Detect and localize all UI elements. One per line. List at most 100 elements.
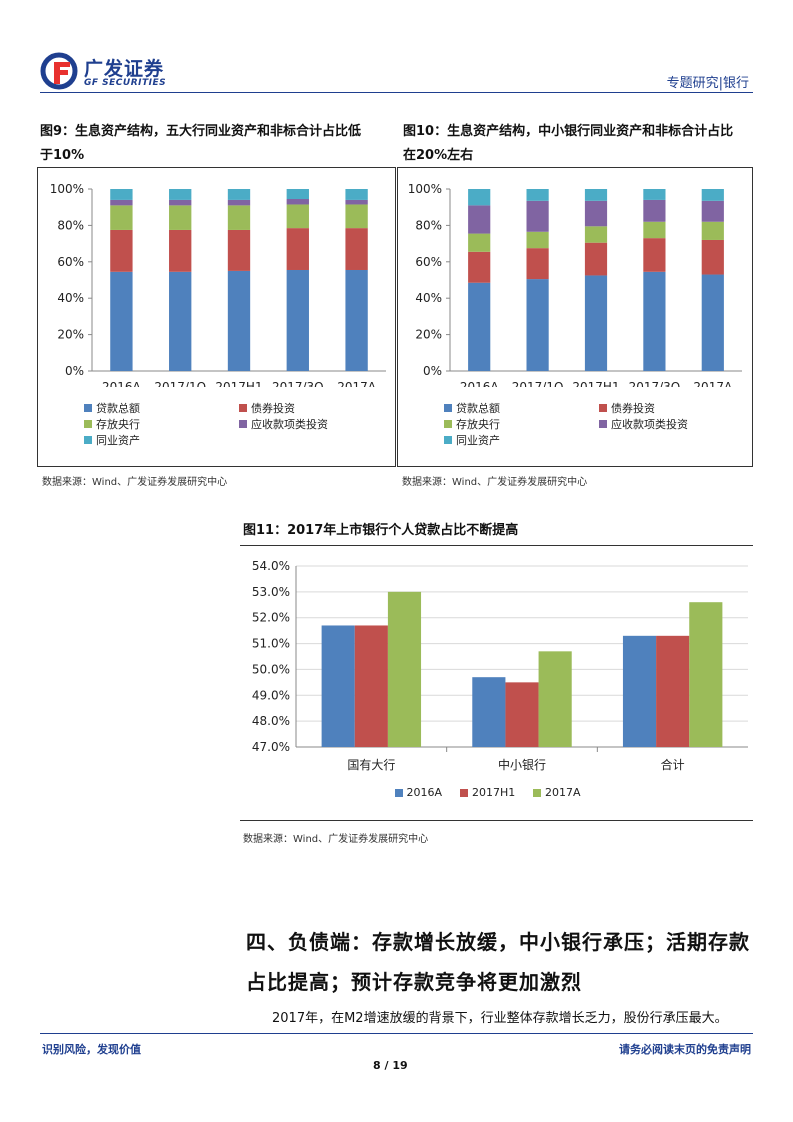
- stacked-bar-segment: [584, 226, 608, 243]
- legend-label: 应收款项类投资: [251, 418, 328, 431]
- legend-item: 同业资产: [84, 432, 140, 448]
- legend-label: 贷款总额: [96, 402, 140, 415]
- legend-swatch: [599, 420, 607, 428]
- x-tick-label: 2016A: [102, 380, 142, 387]
- stacked-bar-segment: [286, 228, 309, 270]
- x-tick-label: 2017H1: [215, 380, 262, 387]
- legend-item: 2016A: [394, 786, 443, 799]
- legend-item: 应收款项类投资: [599, 416, 688, 432]
- fig9-title-line2: 于10%: [40, 148, 85, 163]
- stacked-bar-segment: [526, 279, 549, 371]
- stacked-bar-segment: [169, 189, 192, 200]
- bar: [622, 635, 657, 747]
- stacked-bar-segment: [227, 270, 251, 371]
- logo-en: GF SECURITIES: [84, 78, 167, 88]
- legend-swatch: [84, 420, 92, 428]
- legend-swatch: [84, 436, 92, 444]
- x-tick-label: 2017/1Q: [512, 380, 564, 387]
- stacked-bar-segment: [286, 199, 309, 205]
- legend-item: 存放央行: [84, 416, 140, 432]
- bar: [472, 677, 506, 747]
- legend-swatch: [533, 788, 541, 797]
- stacked-bar-segment: [227, 229, 251, 271]
- header-divider: [40, 92, 753, 93]
- stacked-bar-segment: [345, 199, 368, 205]
- stacked-bar-segment: [468, 189, 491, 206]
- stacked-bar-segment: [110, 271, 133, 371]
- stacked-bar-segment: [584, 189, 608, 201]
- fig10-title-line2: 在20%左右: [403, 148, 474, 163]
- fig10-title: 图10：生息资产结构，中小银行同业资产和非标合计占比 在20%左右: [403, 120, 755, 168]
- legend-swatch: [394, 788, 403, 797]
- stacked-bar-segment: [169, 205, 192, 230]
- stacked-bar-segment: [286, 204, 309, 229]
- section-heading-line1: 四、负债端：存款增长放缓，中小银行承压；活期存款: [246, 930, 750, 954]
- fig11-bottom-rule: [240, 820, 753, 821]
- company-logo: 广发证券 GF SECURITIES: [40, 52, 180, 92]
- stacked-bar-segment: [468, 251, 491, 283]
- legend-swatch: [444, 420, 452, 428]
- fig11-chart: 47.0% 48.0% 49.0% 50.0% 51.0% 52.0% 53.0% 54.0%…: [252, 559, 748, 772]
- y-tick-label: 49.0%: [252, 688, 290, 702]
- fig9-source: 数据来源：Wind、广发证券发展研究中心: [42, 477, 228, 488]
- stacked-bar-segment: [227, 199, 251, 206]
- stacked-bar-segment: [345, 228, 368, 270]
- y-tick-label: 60%: [57, 255, 84, 269]
- legend-swatch: [599, 404, 607, 412]
- legend-label: 存放央行: [96, 418, 140, 431]
- bar: [656, 635, 690, 747]
- legend-item: 存放央行: [444, 416, 500, 432]
- stacked-bar-segment: [584, 275, 608, 371]
- stacked-bar-segment: [526, 231, 549, 249]
- bar: [505, 682, 539, 747]
- footer-divider: [40, 1033, 753, 1034]
- y-tick-label: 50.0%: [252, 662, 290, 676]
- stacked-bar-segment: [110, 205, 133, 230]
- fig11-legend: 2016A 2017H1 2017A: [240, 786, 753, 804]
- x-tick-label: 2017A: [337, 380, 377, 387]
- stacked-bar-segment: [584, 200, 608, 227]
- stacked-bar-segment: [345, 189, 368, 200]
- fig9-frame: [37, 167, 396, 467]
- y-tick-label: 80%: [57, 218, 84, 232]
- legend-label: 存放央行: [456, 418, 500, 431]
- y-tick-label: 48.0%: [252, 714, 290, 728]
- section-heading: 四、负债端：存款增长放缓，中小银行承压；活期存款 占比提高；预计存款竞争将更加激…: [246, 922, 753, 1002]
- footer-slogan: 识别风险，发现价值: [42, 1043, 141, 1056]
- legend-label: 2017H1: [472, 786, 516, 799]
- x-tick-label: 2017/1Q: [154, 380, 206, 387]
- stacked-bar-segment: [169, 271, 192, 371]
- stacked-bar-segment: [701, 221, 724, 240]
- y-tick-label: 100%: [408, 182, 442, 196]
- stacked-bar-segment: [227, 205, 251, 230]
- y-tick-label: 0%: [423, 364, 442, 378]
- legend-swatch: [444, 436, 452, 444]
- legend-swatch: [239, 404, 247, 412]
- fig10-legend: 贷款总额 债券投资 存放央行 应收款项类投资 同业资产: [400, 400, 750, 452]
- stacked-bar-segment: [701, 189, 724, 201]
- logo-name: 广发证券: [84, 58, 165, 80]
- bar: [538, 651, 572, 747]
- x-tick-label: 2017/3Q: [272, 380, 324, 387]
- y-tick-label: 100%: [50, 182, 84, 196]
- y-tick-label: 20%: [57, 328, 84, 342]
- legend-label: 2016A: [406, 786, 443, 799]
- x-tick-label: 2017A: [693, 380, 733, 387]
- stacked-bar-segment: [643, 221, 666, 239]
- stacked-bar-segment: [227, 189, 251, 200]
- stacked-bar-segment: [643, 189, 666, 200]
- stacked-bar-segment: [701, 239, 724, 275]
- legend-swatch: [444, 404, 452, 412]
- logo-mark-icon: [40, 52, 78, 90]
- bar: [321, 625, 355, 747]
- footer-disclaimer: 请务必阅读末页的免责声明: [619, 1043, 751, 1056]
- stacked-bar-segment: [110, 199, 133, 206]
- x-tick-label: 合计: [661, 757, 685, 772]
- stacked-bar-segment: [526, 200, 549, 232]
- legend-label: 同业资产: [96, 434, 140, 447]
- y-tick-label: 54.0%: [252, 559, 290, 573]
- legend-swatch: [84, 404, 92, 412]
- x-tick-label: 2017/3Q: [629, 380, 681, 387]
- legend-item: 2017A: [533, 786, 581, 799]
- stacked-bar-segment: [286, 189, 309, 200]
